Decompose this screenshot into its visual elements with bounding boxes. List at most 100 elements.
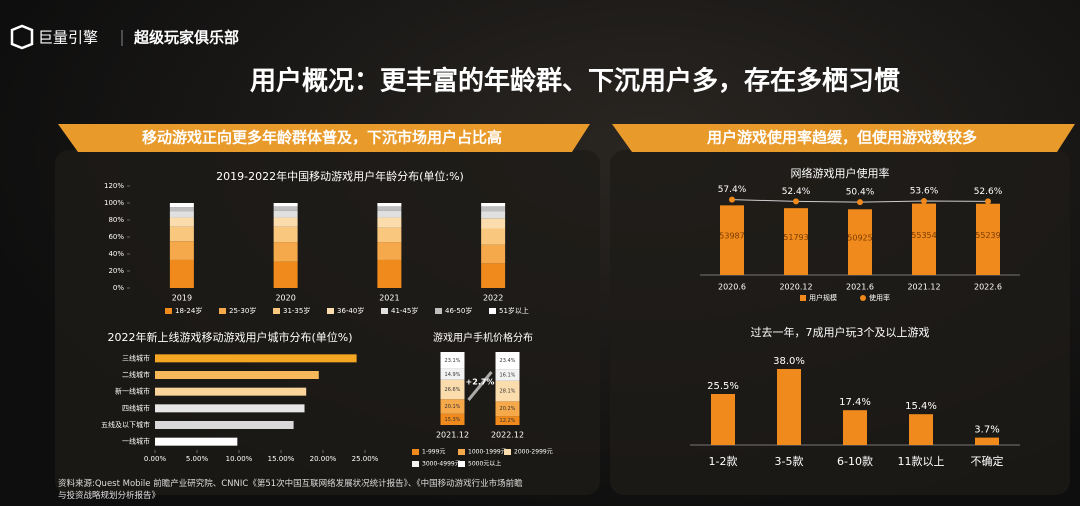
value-label: 15.4% bbox=[905, 401, 937, 412]
left-banner-bg bbox=[58, 124, 590, 152]
value-label: 17.4% bbox=[839, 397, 871, 408]
bar-segment bbox=[273, 203, 298, 207]
right-banner: 用户游戏使用率趋缓，但使用游戏数较多 bbox=[707, 129, 977, 147]
bar-segment bbox=[495, 380, 520, 402]
bar-segment bbox=[440, 413, 465, 425]
legend-label: 25-30岁 bbox=[229, 306, 256, 315]
line-point bbox=[921, 197, 927, 204]
legend-label: 18-24岁 bbox=[175, 306, 202, 315]
bar bbox=[777, 369, 801, 445]
value-label: 15.3% bbox=[445, 417, 461, 423]
legend-swatch bbox=[458, 449, 465, 455]
value-label: 12.2% bbox=[500, 418, 516, 424]
value-label: 20.2% bbox=[500, 406, 516, 412]
bar bbox=[711, 394, 735, 445]
bar bbox=[155, 387, 307, 396]
y-tick-label: 40% bbox=[108, 250, 124, 258]
x-tick-label: 0.00% bbox=[144, 455, 167, 463]
legend-swatch bbox=[327, 308, 334, 314]
bar-segment bbox=[495, 401, 520, 417]
x-tick-label: 20.00% bbox=[310, 455, 337, 463]
value-label: 50925 bbox=[847, 234, 872, 243]
logo-text: 巨量引擎 bbox=[38, 29, 98, 47]
x-tick-label: 2021.12 bbox=[907, 283, 940, 292]
bar bbox=[155, 421, 294, 429]
legend-label: 51岁以上 bbox=[499, 306, 529, 315]
bar bbox=[909, 414, 933, 445]
annotation: +2.7% bbox=[466, 378, 495, 387]
value-label: 23.1% bbox=[445, 358, 461, 364]
bar-segment bbox=[377, 206, 402, 211]
y-tick-label: 80% bbox=[108, 216, 124, 224]
legend-swatch bbox=[489, 308, 496, 314]
value-label: 26.6% bbox=[445, 387, 461, 393]
bar-segment bbox=[495, 416, 520, 425]
bar-segment bbox=[169, 241, 194, 260]
bar-segment bbox=[481, 244, 506, 264]
bar-segment bbox=[481, 203, 506, 207]
x-tick-label: 2020 bbox=[275, 294, 295, 303]
y-tick-label: 60% bbox=[108, 233, 124, 241]
bar-segment bbox=[169, 207, 194, 212]
value-label: 25.5% bbox=[707, 381, 739, 392]
x-tick-label: 3-5款 bbox=[775, 454, 804, 468]
value-label: 14.9% bbox=[445, 372, 461, 378]
value-label: 53.6% bbox=[910, 186, 939, 196]
legend-swatch bbox=[165, 308, 172, 314]
bar bbox=[155, 404, 305, 413]
bar-segment bbox=[481, 228, 506, 245]
legend-label: 用户规模 bbox=[809, 293, 837, 302]
bar bbox=[784, 208, 808, 275]
value-label: 52.4% bbox=[782, 187, 811, 197]
legend-swatch bbox=[800, 295, 806, 301]
value-label: 16.1% bbox=[500, 372, 516, 378]
chart-title: 游戏用户手机价格分布 bbox=[433, 331, 533, 344]
y-tick-label: 一线城市 bbox=[122, 437, 150, 446]
legend-label: 1-999元 bbox=[422, 449, 445, 456]
legend-swatch bbox=[219, 308, 226, 314]
x-tick-label: 15.00% bbox=[268, 455, 295, 463]
source-note: 资料来源:Quest Mobile 前瞻产业研究院、CNNIC《第51次中国互联… bbox=[58, 479, 523, 501]
line-point bbox=[857, 199, 863, 206]
bar-segment bbox=[440, 352, 465, 369]
y-tick-label: 新一线城市 bbox=[115, 387, 150, 396]
legend-swatch bbox=[273, 308, 280, 314]
legend-swatch bbox=[412, 461, 419, 467]
bar-segment bbox=[273, 210, 298, 218]
x-tick-label: 2020.12 bbox=[779, 283, 812, 292]
x-tick-label: 2021.6 bbox=[846, 283, 874, 292]
value-label: 57.4% bbox=[718, 185, 747, 195]
y-tick-label: 四线城市 bbox=[122, 403, 150, 412]
bar-segment bbox=[481, 218, 506, 229]
chart-title: 过去一年，7成用户玩3个及以上游戏 bbox=[751, 325, 930, 339]
legend-swatch bbox=[860, 295, 866, 301]
value-label: 55354 bbox=[911, 231, 936, 240]
chart-title: 2022年新上线游戏移动游戏用户城市分布(单位%) bbox=[107, 330, 352, 344]
value-label: 50.4% bbox=[846, 188, 875, 198]
bar-segment bbox=[273, 206, 298, 211]
value-label: 52.6% bbox=[974, 187, 1003, 197]
x-tick-label: 25.00% bbox=[352, 455, 379, 463]
line-point bbox=[985, 198, 991, 205]
bar-segment bbox=[273, 226, 298, 243]
bar bbox=[155, 354, 357, 363]
legend-swatch bbox=[435, 308, 442, 314]
bar-segment bbox=[481, 211, 506, 219]
value-label: 55239 bbox=[975, 231, 1000, 240]
bar-segment bbox=[169, 203, 194, 208]
legend-swatch bbox=[504, 449, 511, 455]
page-title: 用户概况：更丰富的年龄群、下沉用户多，存在多栖习惯 bbox=[250, 66, 900, 97]
bar bbox=[912, 203, 936, 275]
y-tick-label: 100% bbox=[104, 199, 124, 207]
legend-swatch bbox=[412, 449, 419, 455]
bar-segment bbox=[377, 217, 402, 228]
legend-label: 46-50岁 bbox=[445, 306, 472, 315]
x-tick-label: 2022 bbox=[483, 294, 503, 303]
y-tick-label: 20% bbox=[108, 267, 124, 275]
bar-segment bbox=[377, 259, 402, 288]
right-banner-bg bbox=[612, 124, 1075, 152]
legend-label: 使用率 bbox=[869, 293, 890, 302]
x-tick-label: 1-2款 bbox=[709, 454, 738, 468]
bar-segment bbox=[377, 242, 402, 260]
